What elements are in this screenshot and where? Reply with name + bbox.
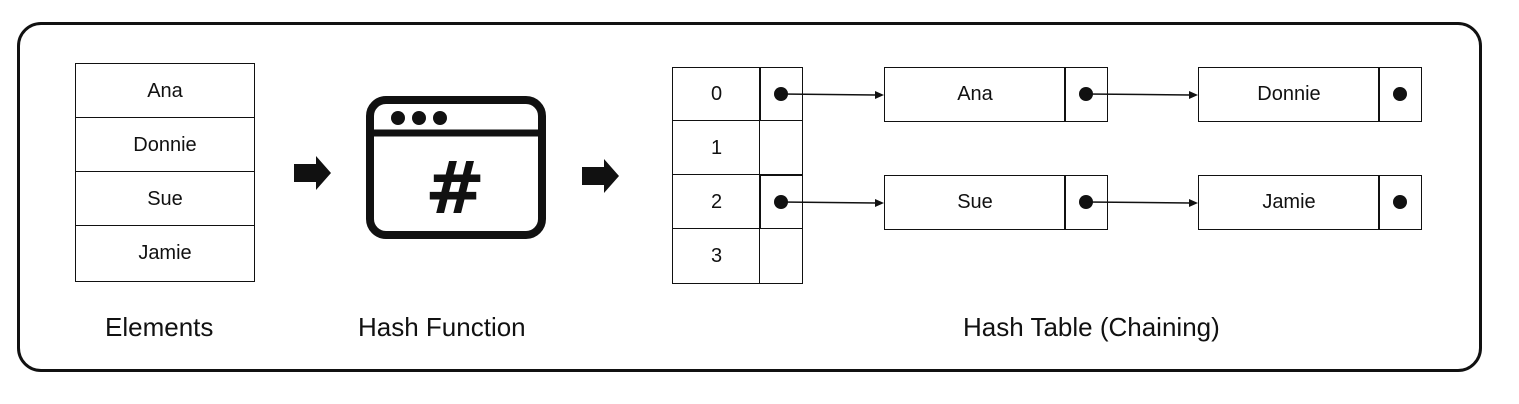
pointer-dot: [1393, 195, 1407, 209]
link-arrow: [1085, 199, 1198, 207]
bucket-pointer-1: [759, 120, 803, 176]
elements-caption: Elements: [105, 312, 214, 342]
chain-node-donnie: Donnie: [1198, 67, 1380, 122]
chain-node-jamie: Jamie: [1198, 175, 1380, 230]
bucket-index-3: 3: [672, 228, 761, 284]
bucket-pointer-3: [759, 228, 803, 284]
chain-node-pointer: [1378, 175, 1422, 230]
link-arrow: [780, 199, 884, 207]
bucket-index-0: 0: [672, 67, 761, 122]
bucket-index-1: 1: [672, 120, 761, 176]
bucket-index-2: 2: [672, 174, 761, 230]
chain-node-pointer: [1378, 67, 1422, 122]
link-arrow: [1085, 91, 1198, 99]
hash-symbol: #: [424, 146, 486, 230]
arrow-right-icon: [582, 159, 619, 193]
element-cell-sue: Sue: [75, 171, 255, 227]
hash-table-caption: Hash Table (Chaining): [963, 312, 1220, 342]
element-cell-jamie: Jamie: [75, 225, 255, 282]
diagram-frame: [17, 22, 1482, 372]
hash-function-caption: Hash Function: [358, 312, 526, 342]
chain-node-sue: Sue: [884, 175, 1066, 230]
link-arrow: [780, 91, 884, 99]
chain-node-ana: Ana: [884, 67, 1066, 122]
arrow-right-icon: [294, 156, 331, 190]
pointer-dot: [1393, 87, 1407, 101]
hash-window-icon: [366, 96, 546, 239]
